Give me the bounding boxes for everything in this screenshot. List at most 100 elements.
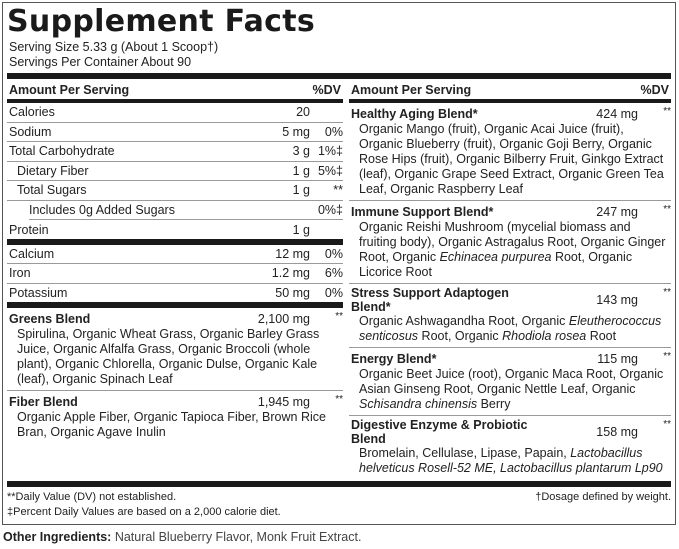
ingredient-text: Spirulina, Organic Wheat Grass, Organic … <box>17 327 320 386</box>
serving-size: Serving Size 5.33 g (About 1 Scoop†) <box>9 40 219 54</box>
nutrient-name: Potassium <box>9 286 68 301</box>
nutrient-row: Includes 0g Added Sugars 0%‡ <box>29 201 343 220</box>
ingredient-text: Organic Beet Juice (root), Organic Maca … <box>359 367 664 396</box>
blend-amount: 115 mg <box>597 351 638 366</box>
blend-header: Fiber Blend 1,945 mg ** <box>7 393 343 410</box>
ingredient-text: Eleutherococcus senticosus <box>359 314 662 343</box>
nutrient-row: Calories 20 <box>7 103 343 123</box>
divider-bar <box>349 99 671 103</box>
ingredient-text: Organic Ashwagandha Root, Organic <box>359 314 569 328</box>
column-header: Amount Per Serving %DV <box>7 81 343 99</box>
ingredient-text: Root <box>586 329 617 343</box>
nutrient-dv: 1%‡ <box>317 144 343 159</box>
blend-dv: ** <box>663 287 671 298</box>
blend-dv: ** <box>663 419 671 430</box>
dv-label: %DV <box>640 83 669 97</box>
ingredient-text: Organic Apple Fiber, Organic Tapioca Fib… <box>17 410 326 439</box>
footnotes-left: **Daily Value (DV) not established. ‡Per… <box>7 490 281 520</box>
nutrient-amount: 12 mg <box>275 246 310 261</box>
nutrient-row: Total Carbohydrate 3 g 1%‡ <box>7 142 343 162</box>
blend-header: Healthy Aging Blend* 424 mg ** <box>349 105 671 122</box>
blend-section: Immune Support Blend* 247 mg ** Organic Rei… <box>349 201 671 284</box>
footnotes: **Daily Value (DV) not established. ‡Per… <box>7 490 671 520</box>
blend-name: Fiber Blend <box>9 394 78 409</box>
blend-dv: ** <box>663 204 671 215</box>
divider-bar <box>7 99 343 103</box>
blend-ingredients: Organic Apple Fiber, Organic Tapioca Fib… <box>7 410 343 440</box>
servings-per-container: Servings Per Container About 90 <box>9 55 192 69</box>
footnote-calorie-diet: ‡Percent Daily Values are based on a 2,0… <box>7 506 281 518</box>
nutrient-name: Calcium <box>9 246 55 261</box>
blend-amount: 247 mg <box>596 204 638 219</box>
nutrient-dv: 0% <box>324 124 343 139</box>
other-ingredients-label: Other Ingredients: <box>3 530 112 544</box>
ingredient-text: Root, Organic <box>418 329 503 343</box>
nutrient-name: Sodium <box>9 124 52 139</box>
column-header: Amount Per Serving %DV <box>349 81 671 99</box>
dv-label: %DV <box>312 83 341 97</box>
nutrient-row: Sodium 5 mg 0% <box>7 123 343 142</box>
nutrient-row: Calcium 12 mg 0% <box>7 245 343 264</box>
footnote-dv: **Daily Value (DV) not established. <box>7 491 177 503</box>
blend-section: Greens Blend 2,100 mg ** Spirulina, Organic… <box>7 308 343 391</box>
amount-per-serving-label: Amount Per Serving <box>9 83 130 97</box>
blend-amount: 143 mg <box>596 293 638 307</box>
nutrient-dv: ** <box>333 183 343 198</box>
nutrient-dv: 6% <box>324 266 343 281</box>
nutrient-row: Potassium 50 mg 0% <box>7 284 343 304</box>
blend-header: Stress Support Adaptogen Blend* 143 mg ** <box>349 286 671 314</box>
nutrient-row: Iron 1.2 mg 6% <box>7 264 343 284</box>
left-column: Amount Per Serving %DV Calories 20 Sodium 5… <box>7 81 343 479</box>
blend-section: Fiber Blend 1,945 mg ** Organic Apple Fiber… <box>7 391 343 443</box>
nutrient-amount: 3 g <box>292 144 310 159</box>
nutrient-amount: 1 g <box>292 222 310 237</box>
blend-header: Digestive Enzyme & Probiotic Blend 158 mg… <box>349 418 671 446</box>
nutrient-row: Total Sugars 1 g ** <box>7 181 343 201</box>
nutrient-name: Total Sugars <box>17 183 87 198</box>
columns: Amount Per Serving %DV Calories 20 Sodium 5… <box>7 81 671 479</box>
blend-section: Healthy Aging Blend* 424 mg ** Organic Mang… <box>349 103 671 201</box>
blend-dv: ** <box>335 394 343 405</box>
blend-ingredients: Organic Reishi Mushroom (mycelial biomas… <box>349 220 671 280</box>
nutrient-dv: 0% <box>324 246 343 261</box>
ingredient-text: Berry <box>477 397 511 411</box>
blend-ingredients: Organic Ashwagandha Root, Organic Eleuth… <box>349 314 671 344</box>
blend-section: Energy Blend* 115 mg ** Organic Beet Juice … <box>349 348 671 416</box>
blend-dv: ** <box>335 311 343 322</box>
blend-amount: 2,100 mg <box>257 311 310 326</box>
nutrient-amount: 1 g <box>292 163 310 178</box>
blend-header: Energy Blend* 115 mg ** <box>349 350 671 367</box>
blend-name: Energy Blend* <box>351 351 437 366</box>
nutrient-name: Includes 0g Added Sugars <box>29 202 175 217</box>
other-ingredients: Other Ingredients: Natural Blueberry Fla… <box>0 525 679 549</box>
blend-header: Greens Blend 2,100 mg ** <box>7 310 343 327</box>
nutrient-row: Dietary Fiber 1 g 5%‡ <box>7 162 343 181</box>
nutrient-name: Dietary Fiber <box>17 163 89 178</box>
ingredient-text: Bromelain, Cellulase, Lipase, Papain, <box>359 446 571 460</box>
footnote-dosage: †Dosage defined by weight. <box>535 491 671 503</box>
blend-amount: 1,945 mg <box>257 394 310 409</box>
nutrient-amount: 20 <box>296 105 310 120</box>
nutrient-dv: 5%‡ <box>317 163 343 178</box>
ingredient-text: Echinacea purpurea <box>439 250 552 264</box>
nutrient-row: Protein 1 g <box>7 220 343 240</box>
blend-dv: ** <box>663 351 671 362</box>
other-ingredients-text: Natural Blueberry Flavor, Monk Fruit Ext… <box>111 530 362 544</box>
nutrient-amount: 5 mg <box>282 124 310 139</box>
blend-name: Greens Blend <box>9 311 91 326</box>
blend-name: Digestive Enzyme & Probiotic Blend <box>351 418 528 446</box>
nutrient-name: Calories <box>9 105 55 120</box>
nutrient-amount: 1 g <box>292 183 310 198</box>
blend-amount: 158 mg <box>596 425 638 439</box>
ingredient-text: Schisandra chinensis <box>359 397 478 411</box>
ingredient-text: Root, Organic Licorice Root <box>359 250 633 279</box>
blend-name: Healthy Aging Blend* <box>351 106 478 121</box>
blend-dv: ** <box>663 106 671 117</box>
divider-bar <box>7 73 671 79</box>
page-title: Supplement Facts <box>7 4 316 39</box>
blend-header: Immune Support Blend* 247 mg ** <box>349 203 671 220</box>
blend-section: Digestive Enzyme & Probiotic Blend 158 mg… <box>349 416 671 479</box>
ingredient-text: Organic Reishi Mushroom (mycelial biomas… <box>359 220 666 264</box>
nutrient-name: Protein <box>9 222 49 237</box>
right-column: Amount Per Serving %DV Healthy Aging Ble… <box>349 81 671 479</box>
